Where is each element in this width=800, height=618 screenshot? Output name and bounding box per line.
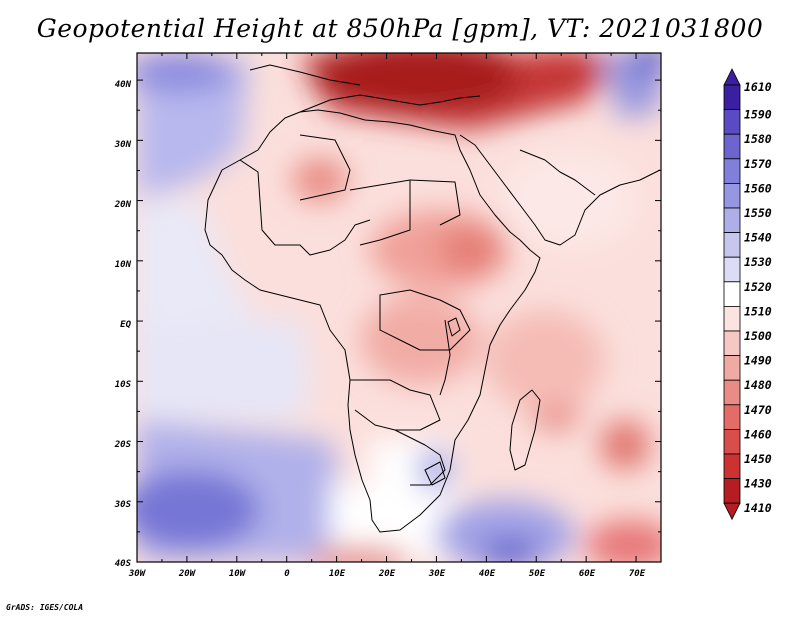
lon-label: 50E <box>529 569 546 579</box>
lon-label: 10W <box>229 569 247 579</box>
colorbar-swatch <box>723 256 741 283</box>
chart-title: Geopotential Height at 850hPa [gpm], VT:… <box>36 14 764 43</box>
colorbar-label: 1540 <box>744 231 772 245</box>
colorbar-label: 1530 <box>744 255 772 269</box>
colorbar-swatch <box>723 404 741 430</box>
colorbar-label: 1410 <box>744 501 772 515</box>
coastlines <box>204 64 661 533</box>
credit-text: GrADS: IGES/COLA <box>6 603 84 612</box>
lon-label: 70E <box>629 569 646 579</box>
colorbar-label: 1430 <box>744 477 772 491</box>
colorbar-swatch <box>723 281 741 307</box>
colorbar-arrow-top <box>723 68 741 86</box>
lat-label: 40S <box>115 559 132 569</box>
colorbar-swatch <box>723 182 741 209</box>
colorbar <box>723 68 741 521</box>
lat-label: 30S <box>114 500 132 510</box>
colorbar-swatch <box>723 330 741 357</box>
lon-label: 20W <box>178 569 197 579</box>
colorbar-swatch <box>723 379 741 406</box>
colorbar-swatch <box>723 84 741 111</box>
lon-label: 20E <box>378 569 396 579</box>
lat-label: 20N <box>114 200 132 210</box>
lat-label: 10N <box>115 260 132 270</box>
latitude-labels: 40N 30N 20N 10N EQ 10S 20S 30S 40S <box>114 80 132 569</box>
longitude-labels: 30W 20W 10W 0 10E 20E 30E 40E 50E 60E 70… <box>128 569 646 579</box>
lon-label: 40E <box>479 569 496 579</box>
colorbar-swatch <box>723 453 741 480</box>
map-frame <box>136 52 662 563</box>
colorbar-swatch <box>723 207 741 234</box>
colorbar-swatch <box>723 305 741 332</box>
colorbar-label: 1500 <box>744 329 772 343</box>
colorbar-label: 1490 <box>744 354 772 368</box>
colorbar-label: 1560 <box>744 181 772 195</box>
lon-label: 60E <box>579 569 596 579</box>
colorbar-swatch <box>723 158 741 184</box>
lat-label: 20S <box>114 440 132 450</box>
colorbar-label: 1470 <box>744 403 772 417</box>
lon-label: 10E <box>329 569 346 579</box>
colorbar-labels: 1610 1590 1580 1570 1560 1550 1540 1530 … <box>744 80 772 515</box>
height-field <box>137 53 661 562</box>
lat-label: 40N <box>115 80 132 90</box>
colorbar-label: 1550 <box>744 206 772 220</box>
lat-label: 30N <box>114 140 132 150</box>
lon-label: 30W <box>128 569 147 579</box>
lon-label: 0 <box>284 569 290 579</box>
lon-label: 30E <box>428 569 446 579</box>
colorbar-label: 1450 <box>744 452 772 466</box>
colorbar-label: 1520 <box>744 280 772 294</box>
colorbar-label: 1460 <box>744 427 772 441</box>
colorbar-swatch <box>723 232 741 258</box>
colorbar-label: 1610 <box>744 80 772 94</box>
colorbar-arrow-bottom <box>723 502 741 521</box>
colorbar-label: 1590 <box>744 108 772 122</box>
colorbar-label: 1570 <box>744 157 772 171</box>
colorbar-swatch <box>723 478 741 504</box>
colorbar-swatch <box>723 133 741 160</box>
lat-label: 10S <box>115 380 132 390</box>
axis-ticks <box>136 53 662 563</box>
colorbar-swatch <box>723 355 741 381</box>
colorbar-swatch <box>723 428 741 455</box>
colorbar-label: 1580 <box>744 132 772 146</box>
colorbar-label: 1480 <box>744 378 772 392</box>
colorbar-label: 1510 <box>744 304 772 318</box>
colorbar-swatch <box>723 109 741 135</box>
lat-label: EQ <box>120 320 131 330</box>
